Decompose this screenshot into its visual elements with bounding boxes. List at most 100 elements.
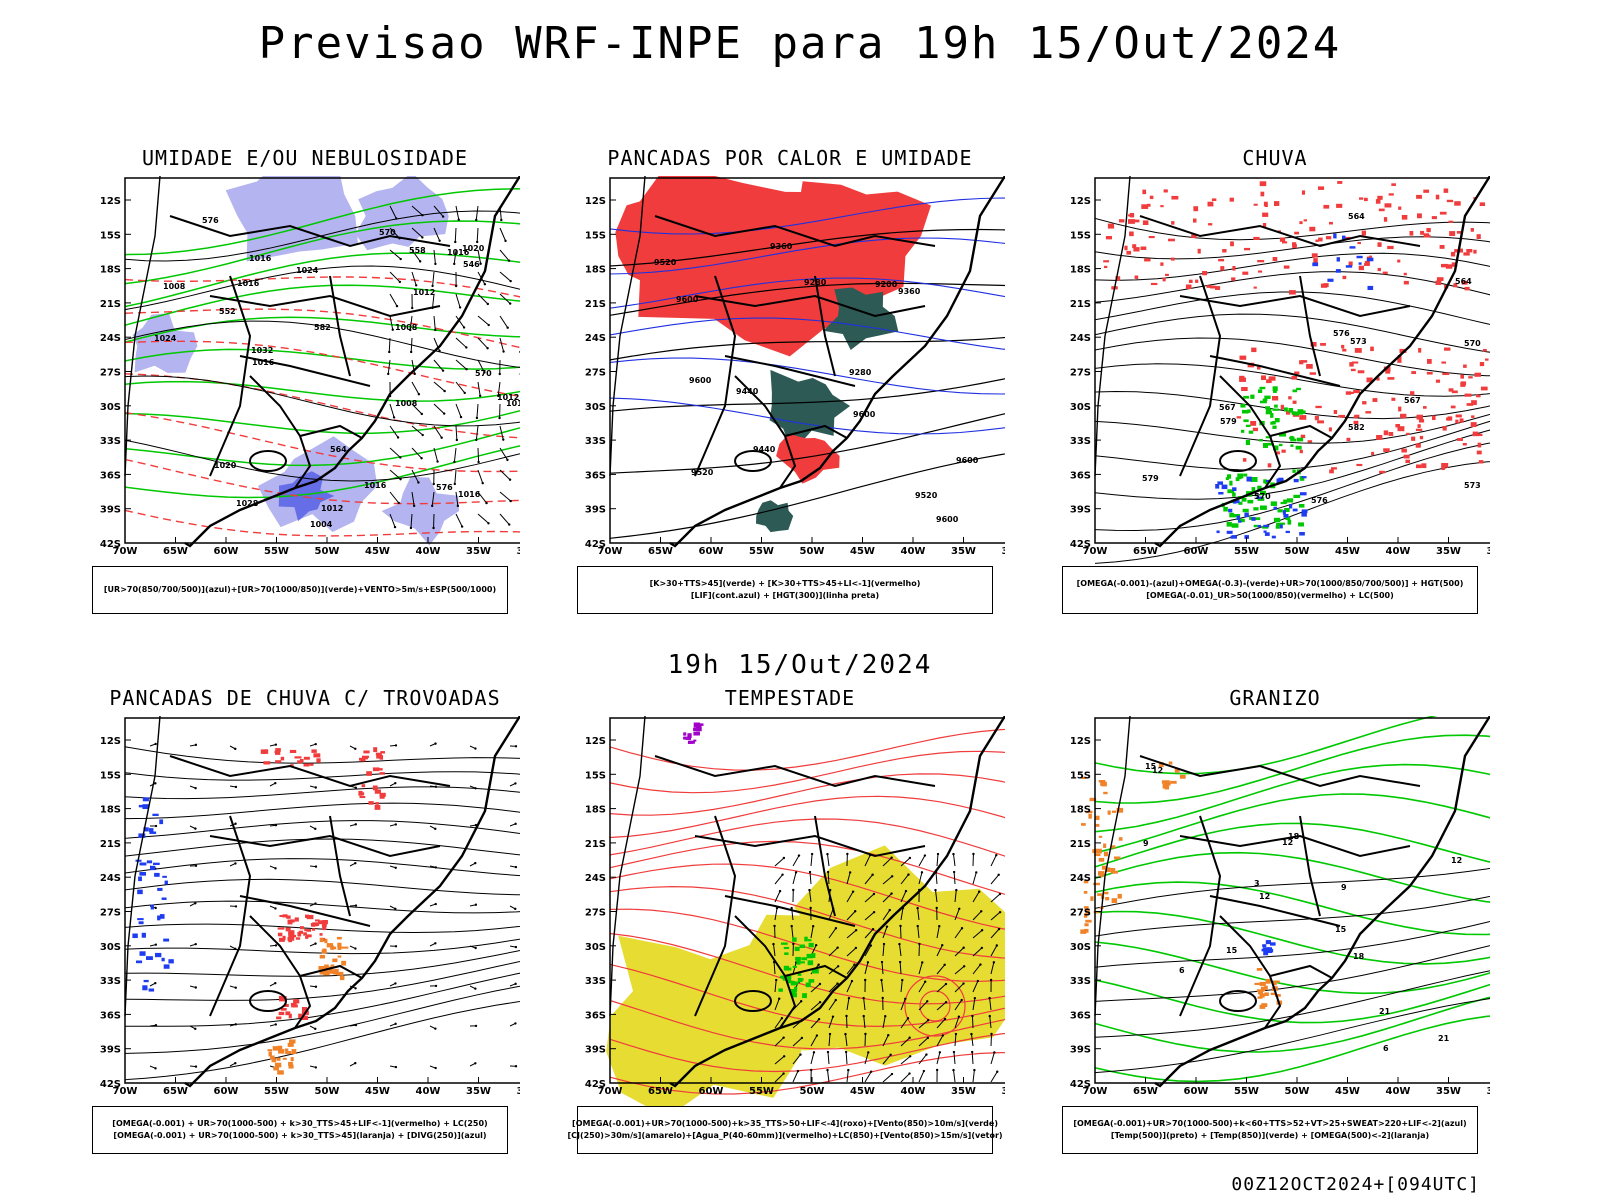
wind-vector	[477, 337, 488, 349]
precip-dot	[794, 986, 798, 990]
contour-label: 15	[1145, 762, 1157, 771]
precip-dot	[322, 926, 327, 931]
temp-850-contour	[1094, 716, 1438, 775]
streamline	[124, 802, 520, 820]
country-border	[299, 964, 363, 979]
contour-label: 12	[1259, 892, 1270, 901]
precip-dot	[336, 936, 342, 940]
precip-dot	[143, 827, 149, 832]
wind-vector-head	[434, 827, 437, 831]
wind-vector-head	[980, 946, 984, 950]
precip-dot	[1401, 215, 1408, 220]
country-border	[329, 815, 351, 917]
wind-vector-head	[394, 866, 397, 869]
height-contour	[1094, 442, 1490, 532]
wind-vector	[411, 425, 424, 436]
wind-vector	[828, 908, 834, 921]
wind-vector-head	[509, 499, 512, 503]
wind-vector-head	[921, 961, 924, 964]
precip-dot	[278, 1049, 285, 1054]
lon-label: 40W	[416, 1086, 441, 1097]
precip-dot	[306, 934, 312, 938]
wind-vector	[389, 205, 397, 219]
wind-vector	[990, 893, 1001, 903]
precip-dot	[319, 954, 326, 959]
wind-vector	[864, 893, 875, 903]
precip-dot	[1459, 418, 1464, 423]
precip-dot	[1262, 525, 1269, 529]
precip-dot	[1239, 375, 1245, 379]
wind-vector	[774, 874, 783, 885]
precip-dot	[1272, 421, 1276, 425]
wind-vector-head	[475, 218, 478, 222]
precip-dot	[1295, 445, 1302, 450]
lat-label: 12S	[100, 196, 121, 207]
precip-dot	[1415, 443, 1421, 448]
precip-dot	[290, 1057, 294, 1062]
precip-dot	[1350, 391, 1354, 394]
wind-vector	[954, 983, 964, 993]
country-border	[209, 294, 441, 318]
precip-dot	[1083, 880, 1089, 884]
lat-label: 12S	[1070, 196, 1091, 207]
precip-dot	[1384, 203, 1392, 208]
map-frame	[1094, 717, 1490, 1084]
precip-dot	[289, 749, 297, 753]
wind-vector	[499, 315, 509, 328]
wind-vector-head	[970, 1032, 973, 1036]
precip-dot	[273, 1067, 279, 1071]
precip-dot	[1253, 236, 1260, 241]
wind-vector-head	[923, 854, 927, 857]
precip-dot	[1427, 359, 1432, 364]
wind-vector-head	[354, 861, 357, 865]
precip-dot	[1391, 183, 1396, 186]
lifted-index-contour	[609, 357, 1005, 395]
wind-vector-head	[826, 1050, 830, 1054]
wind-vector-head	[898, 960, 902, 964]
precip-dot	[309, 763, 314, 766]
wind-vector-head	[496, 394, 500, 398]
precip-dot	[1314, 415, 1319, 421]
wind-vector	[411, 491, 415, 506]
contour-label: 567	[1219, 403, 1236, 412]
precip-dot	[1356, 255, 1363, 259]
lat-label: 21S	[585, 839, 606, 850]
wind-vector	[499, 227, 506, 242]
precip-dot	[794, 946, 800, 952]
precip-dot	[302, 1015, 308, 1020]
cyclone-circle	[904, 975, 966, 1037]
precip-dot	[1357, 370, 1365, 374]
precip-dot	[287, 1042, 294, 1047]
precip-dot	[1097, 893, 1104, 896]
wind-vector-head	[995, 944, 999, 947]
wind-vector	[411, 403, 423, 415]
precip-dot	[1338, 414, 1346, 418]
wind-vector	[476, 403, 479, 418]
precip-dot	[1254, 517, 1261, 521]
wind-vector-head	[441, 369, 445, 372]
streamline	[124, 1001, 520, 1081]
contour-label: 15	[1335, 925, 1347, 934]
precip-dot	[1280, 501, 1287, 505]
precip-dot	[1461, 280, 1468, 285]
contour-label: 1016	[249, 254, 272, 263]
precip-dot	[1244, 512, 1249, 518]
wind-vector	[954, 999, 963, 1011]
precip-dot	[1303, 219, 1308, 222]
lat-label: 21S	[1070, 299, 1091, 310]
precip-dot	[1436, 277, 1444, 281]
wind-vector-head	[960, 998, 963, 1002]
wind-vector	[900, 874, 909, 885]
precip-dot	[1439, 211, 1447, 215]
wind-vector	[499, 271, 511, 282]
wind-vector-head	[962, 946, 965, 949]
precip-dot	[1468, 376, 1473, 379]
legend-line: [OMEGA(-0.001) + UR>70(1000-500) + k>30_…	[113, 1131, 487, 1140]
wind-vector	[971, 1051, 974, 1065]
precip-dot	[1270, 501, 1277, 506]
wind-vector	[499, 491, 511, 502]
precip-dot	[1368, 255, 1373, 259]
streamline-850	[609, 885, 1005, 959]
country-border	[784, 964, 848, 979]
legend-box: [OMEGA(-0.001) + UR>70(1000-500) + k>30_…	[92, 1106, 508, 1154]
